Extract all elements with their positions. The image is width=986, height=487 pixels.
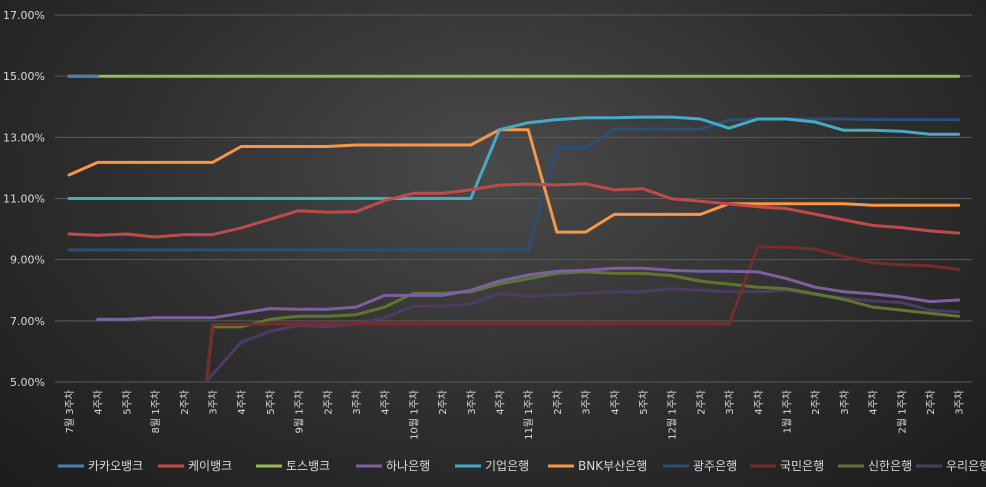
series-line — [67, 182, 961, 239]
y-tick-label: 9.00% — [10, 254, 45, 267]
x-tick-label: 4주차 — [495, 390, 507, 415]
x-tick-label: 3주차 — [208, 390, 220, 415]
series-line — [67, 117, 961, 252]
x-axis-ticks: 7월 3주차 4주차 5주차 8월 1주차 2주차 3주차 4주차 5주차 9월 1주차 2주차 3… — [64, 390, 966, 440]
series-line — [211, 270, 961, 329]
series-line — [67, 115, 961, 200]
x-tick-label: 2주차 — [695, 390, 707, 415]
x-tick-label: 3주차 — [839, 390, 851, 415]
series-line — [211, 245, 961, 326]
legend-entry: 국민은행 — [780, 458, 824, 473]
legend-entry: 토스뱅크 — [286, 459, 330, 473]
x-tick-label: 4주차 — [609, 390, 621, 415]
x-tick-label: 4주차 — [380, 390, 392, 415]
y-axis-ticks: 5.00% 7.00% 9.00% 11.00% 13.00% 15.00% 17.00% — [3, 9, 45, 389]
legend-entry: 우리은행 — [946, 458, 986, 473]
series-line — [67, 128, 961, 234]
x-tick-label: 3주차 — [724, 390, 736, 415]
x-tick-label: 4주차 — [753, 390, 765, 415]
y-tick-label: 11.00% — [3, 193, 45, 206]
x-tick-label: 4주차 — [868, 390, 880, 415]
y-tick-label: 13.00% — [3, 131, 45, 144]
y-tick-label: 5.00% — [10, 376, 45, 389]
x-tick-label: 8월 1주차 — [150, 390, 162, 434]
series-line — [96, 266, 961, 321]
x-tick-label: 3주차 — [466, 390, 478, 415]
series-lines — [67, 74, 961, 383]
y-tick-label: 7.00% — [10, 315, 45, 328]
legend-entry: 기업은행 — [485, 458, 529, 473]
y-tick-label: 17.00% — [3, 9, 45, 22]
x-tick-label: 2주차 — [552, 390, 564, 415]
x-tick-label: 2주차 — [437, 390, 449, 415]
legend-entry: 신한은행 — [868, 458, 912, 473]
x-tick-label: 1월 1주차 — [782, 390, 794, 434]
legend-entry: 케이뱅크 — [188, 459, 232, 473]
x-tick-label: 4주차 — [236, 390, 248, 415]
x-tick-label: 3주차 — [954, 390, 966, 415]
legend-entry: BNK부산은행 — [578, 458, 647, 473]
x-tick-label: 5주차 — [121, 390, 133, 415]
x-tick-label: 5주차 — [638, 390, 650, 415]
x-tick-label: 11월 1주차 — [523, 390, 535, 440]
legend-entry: 카카오뱅크 — [88, 459, 143, 473]
x-tick-label: 12월 1주차 — [667, 390, 679, 440]
x-tick-label: 5주차 — [265, 390, 277, 415]
x-tick-label: 2주차 — [925, 390, 937, 415]
x-tick-label: 3주차 — [351, 390, 363, 415]
x-tick-label: 2주차 — [322, 390, 334, 415]
y-tick-label: 15.00% — [3, 70, 45, 83]
x-tick-label: 10월 1주차 — [408, 390, 420, 440]
legend: 카카오뱅크 케이뱅크 토스뱅크 하나은행 기업은행 BNK부산은행 광주은행 국민은행 신한은행… — [58, 458, 986, 473]
x-tick-label: 3주차 — [581, 390, 593, 415]
x-tick-label: 2주차 — [179, 390, 191, 415]
legend-entry: 하나은행 — [386, 458, 430, 473]
x-tick-label: 9월 1주차 — [294, 390, 306, 434]
x-tick-label: 7월 3주차 — [64, 390, 76, 434]
x-tick-label: 4주차 — [93, 390, 105, 415]
x-tick-label: 2주차 — [810, 390, 822, 415]
legend-entry: 광주은행 — [693, 458, 737, 473]
x-tick-label: 2월 1주차 — [896, 390, 908, 434]
series-entry-segment — [205, 324, 214, 383]
